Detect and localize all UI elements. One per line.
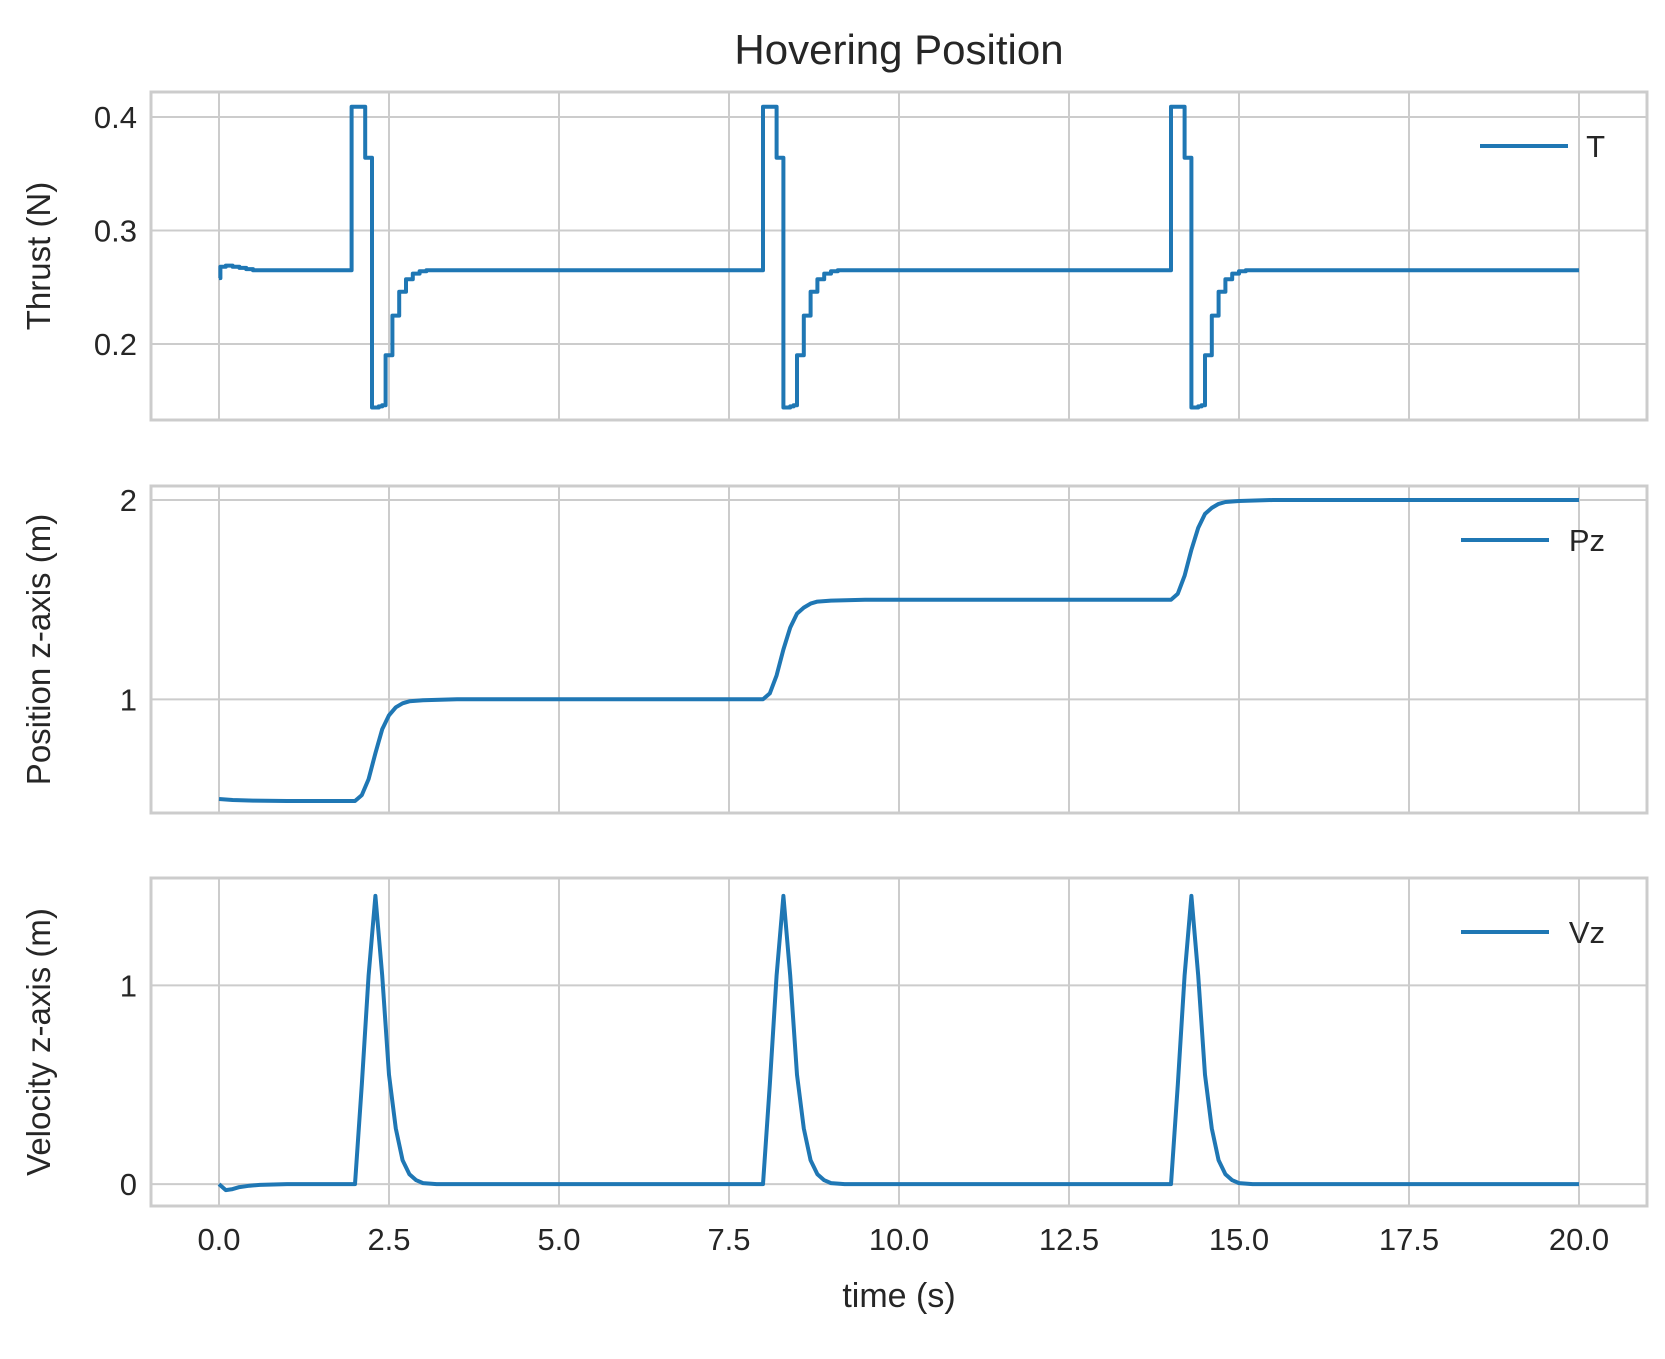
x-tick-label: 12.5 (1039, 1222, 1099, 1257)
y-tick-label: 1 (120, 968, 137, 1003)
x-tick-label: 0.0 (197, 1222, 240, 1257)
figure-title: Hovering Position (734, 26, 1063, 73)
series-line-pz (218, 498, 1579, 803)
x-tick-label: 5.0 (537, 1222, 580, 1257)
y-tick-label: 0 (120, 1167, 137, 1202)
x-tick-label: 10.0 (869, 1222, 929, 1257)
legend-thrust: T (1480, 129, 1605, 164)
x-tick-label: 2.5 (367, 1222, 410, 1257)
plot-frame (149, 876, 1649, 1208)
x-tick-label: 17.5 (1379, 1222, 1439, 1257)
x-tick-label: 15.0 (1209, 1222, 1269, 1257)
legend-label: Vz (1569, 915, 1605, 950)
subplots: 0.2 0.3 0.4 Thrust (N) T 1 2 Position z-axis (m… (20, 90, 1649, 1257)
series-line-t (218, 104, 1579, 410)
y-tick-label: 0.4 (94, 100, 137, 135)
plot-frame (149, 484, 1649, 815)
y-tick-label: 0.3 (94, 213, 137, 248)
y-axis-label: Position z-axis (m) (20, 514, 57, 785)
legend-velocity: Vz (1461, 915, 1605, 950)
subplot-position: 1 2 Position z-axis (m) Pz (20, 483, 1649, 815)
series-line-vz (217, 893, 1579, 1193)
y-tick-label: 1 (120, 682, 137, 717)
x-tick-label: 7.5 (707, 1222, 750, 1257)
legend-position: Pz (1461, 523, 1605, 558)
y-axis-label: Thrust (N) (20, 182, 57, 331)
legend-label: Pz (1569, 523, 1605, 558)
subplot-thrust: 0.2 0.3 0.4 Thrust (N) T (20, 90, 1649, 422)
x-tick-label: 20.0 (1549, 1222, 1609, 1257)
plot-frame (149, 90, 1649, 422)
subplot-velocity: 010.0 2.5 5.0 7.5 10.0 12.5 15.0 17.5 20.0Veloci… (20, 876, 1649, 1257)
x-axis-label: time (s) (842, 1277, 955, 1315)
y-tick-label: 2 (120, 483, 137, 518)
y-axis-label: Velocity z-axis (m) (20, 908, 57, 1176)
y-tick-label: 0.2 (94, 327, 137, 362)
legend-label: T (1586, 129, 1605, 164)
